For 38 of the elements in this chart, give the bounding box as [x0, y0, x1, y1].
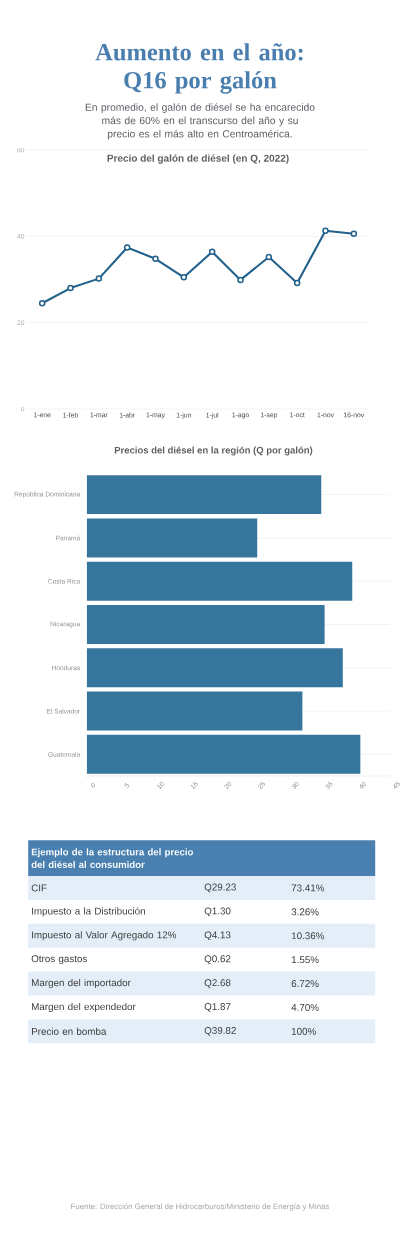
text: Aumento en el año: Q16 por galón — [95, 43, 303, 94]
text: 3.26% — [291, 908, 319, 916]
text: Q4.13 — [204, 931, 231, 941]
point — [350, 230, 358, 237]
chart-title: Precios del diésel en la región (Q por galón) — [114, 446, 313, 456]
point — [322, 227, 329, 234]
text: Otros gastos — [31, 955, 87, 965]
point — [123, 244, 131, 251]
text: Q2.68 — [204, 979, 231, 988]
point — [152, 255, 159, 263]
text: Q1.87 — [204, 1003, 231, 1012]
text: Q29.23 — [204, 883, 236, 893]
text: Impuesto a la Distribución — [32, 907, 145, 917]
point — [38, 299, 46, 307]
text: En promedio, el galón de diésel se ha encarecido más de 60% en el transcurso del año y su precio es el más alto en Centroamérica. — [85, 103, 315, 140]
text: Margen del expendedor — [32, 1002, 136, 1013]
text: 73.41% — [291, 884, 325, 892]
text: 6.72% — [291, 980, 319, 988]
text: Q0.62 — [204, 955, 231, 964]
chart-title: Precio del galón de diésel (en Q, 2022) — [107, 154, 289, 164]
point — [208, 248, 216, 256]
text: 1.55% — [291, 956, 319, 964]
point — [95, 275, 103, 282]
point — [293, 279, 301, 287]
point — [67, 284, 74, 292]
text: 100% — [291, 1027, 316, 1035]
text: 10.36% — [291, 932, 325, 940]
text: Ejemplo de la estructura del precio del diésel al consumidor — [31, 848, 193, 869]
text: Precio en bomba — [32, 1027, 107, 1035]
text: Q39.82 — [204, 1026, 236, 1036]
text: Impuesto al Valor Agregado 12% — [32, 931, 177, 941]
point — [265, 253, 273, 261]
point — [237, 276, 244, 284]
text: Margen del importador — [32, 978, 131, 989]
text: CIF — [31, 884, 47, 892]
point — [180, 274, 188, 281]
text: Q1.30 — [204, 907, 231, 917]
text: 4.70% — [291, 1003, 319, 1011]
